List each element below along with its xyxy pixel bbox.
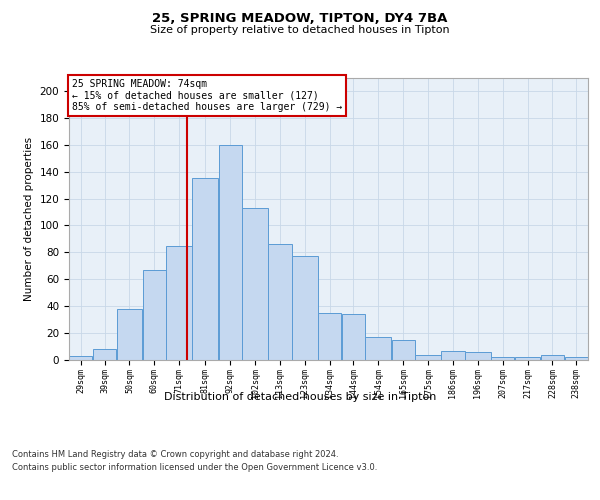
- Bar: [193, 178, 218, 360]
- Text: Distribution of detached houses by size in Tipton: Distribution of detached houses by size …: [164, 392, 436, 402]
- Bar: [515, 358, 541, 360]
- Bar: [365, 337, 391, 360]
- Text: 25, SPRING MEADOW, TIPTON, DY4 7BA: 25, SPRING MEADOW, TIPTON, DY4 7BA: [152, 12, 448, 26]
- Bar: [166, 246, 192, 360]
- Bar: [392, 340, 415, 360]
- Bar: [465, 352, 491, 360]
- Text: 25 SPRING MEADOW: 74sqm
← 15% of detached houses are smaller (127)
85% of semi-d: 25 SPRING MEADOW: 74sqm ← 15% of detache…: [71, 79, 342, 112]
- Y-axis label: Number of detached properties: Number of detached properties: [24, 136, 34, 301]
- Bar: [415, 354, 441, 360]
- Bar: [143, 270, 166, 360]
- Text: Size of property relative to detached houses in Tipton: Size of property relative to detached ho…: [150, 25, 450, 35]
- Bar: [242, 208, 268, 360]
- Text: Contains HM Land Registry data © Crown copyright and database right 2024.: Contains HM Land Registry data © Crown c…: [12, 450, 338, 459]
- Bar: [93, 349, 116, 360]
- Bar: [342, 314, 365, 360]
- Text: Contains public sector information licensed under the Open Government Licence v3: Contains public sector information licen…: [12, 462, 377, 471]
- Bar: [292, 256, 317, 360]
- Bar: [491, 358, 514, 360]
- Bar: [268, 244, 292, 360]
- Bar: [218, 145, 242, 360]
- Bar: [565, 358, 588, 360]
- Bar: [116, 309, 142, 360]
- Bar: [541, 354, 564, 360]
- Bar: [442, 350, 464, 360]
- Bar: [69, 356, 92, 360]
- Bar: [318, 313, 341, 360]
